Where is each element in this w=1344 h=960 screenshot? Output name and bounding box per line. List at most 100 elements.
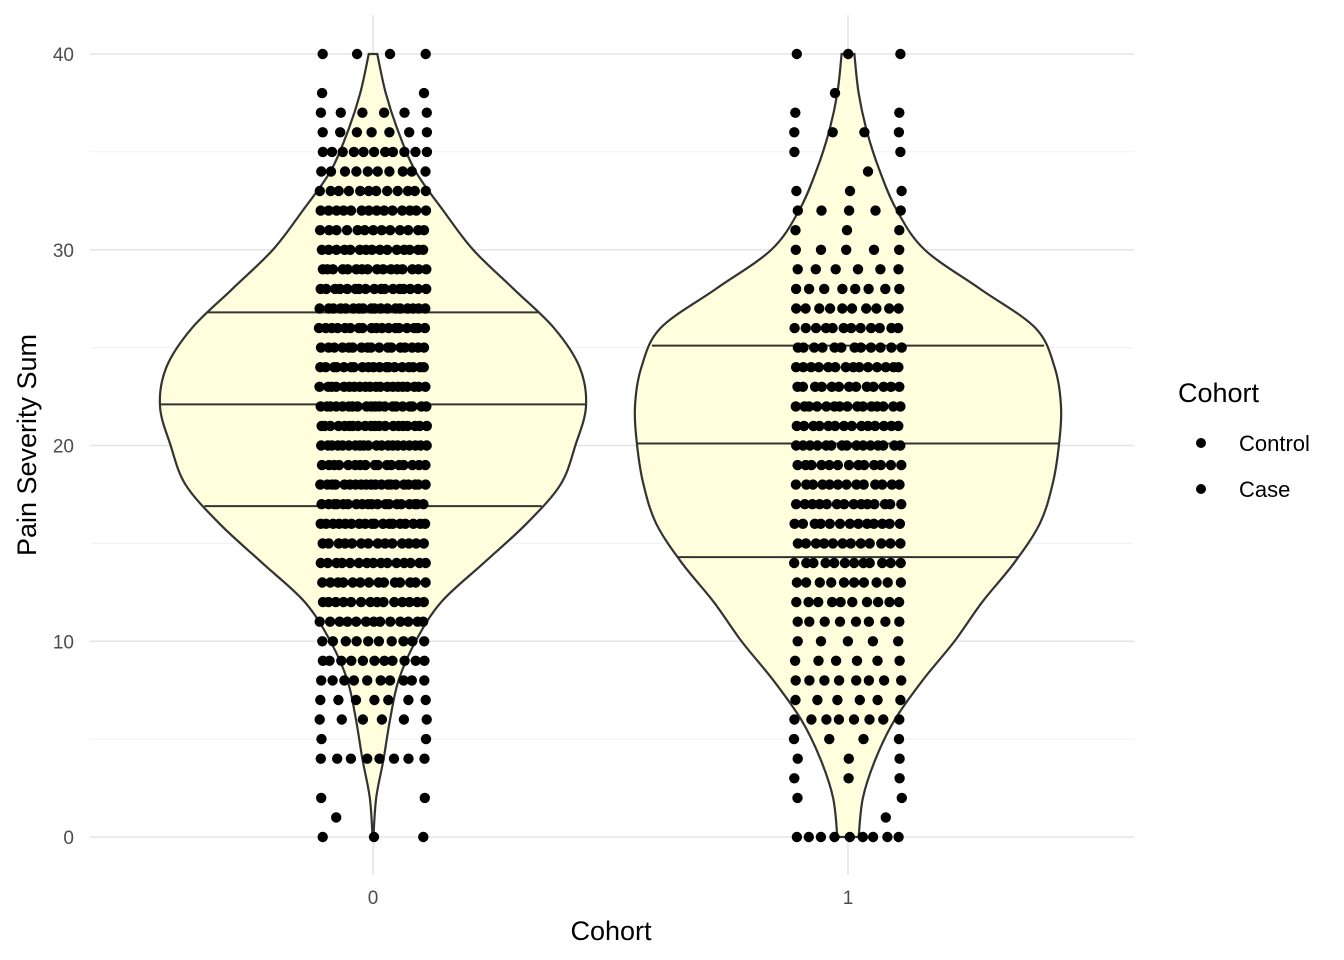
data-point <box>348 362 360 373</box>
data-point <box>339 675 350 686</box>
data-point <box>885 381 897 392</box>
data-point <box>333 185 344 197</box>
data-point <box>858 459 870 471</box>
data-point <box>379 283 390 295</box>
data-point <box>846 322 857 334</box>
data-point <box>394 303 406 314</box>
data-point <box>789 322 800 334</box>
data-point <box>894 479 905 490</box>
data-point <box>847 596 858 608</box>
data-point <box>392 185 403 197</box>
data-point <box>421 264 432 275</box>
data-point <box>315 342 327 353</box>
data-point <box>851 675 862 686</box>
data-point <box>317 127 328 138</box>
data-point <box>878 420 890 432</box>
data-point <box>323 225 335 236</box>
legend-label-control: Control <box>1239 431 1310 456</box>
data-point <box>876 538 887 549</box>
data-point <box>330 479 341 490</box>
data-point <box>378 596 389 608</box>
data-point <box>858 577 870 588</box>
data-point <box>351 166 362 177</box>
data-point <box>841 244 852 255</box>
data-point <box>372 459 384 471</box>
data-point <box>342 283 353 295</box>
data-point <box>420 479 431 490</box>
data-point <box>804 616 815 627</box>
data-point <box>352 401 363 412</box>
data-point <box>851 479 862 490</box>
data-point <box>893 362 904 373</box>
data-point <box>420 694 431 706</box>
data-point <box>417 244 429 255</box>
data-point <box>846 420 857 432</box>
data-point <box>824 733 835 745</box>
data-point <box>330 381 342 392</box>
data-point <box>792 753 803 764</box>
data-point <box>418 342 430 353</box>
data-point <box>346 655 357 666</box>
data-point <box>331 225 342 236</box>
data-point <box>334 616 345 627</box>
data-point <box>359 225 370 236</box>
data-point <box>837 283 848 295</box>
data-point <box>792 264 803 275</box>
data-point <box>797 518 809 529</box>
data-point <box>863 283 874 295</box>
data-point <box>320 362 331 373</box>
data-point <box>335 127 346 138</box>
data-point <box>410 146 421 158</box>
data-point <box>850 283 861 295</box>
data-point <box>894 225 905 236</box>
data-point <box>895 48 906 60</box>
data-point <box>792 205 803 216</box>
data-point <box>371 205 382 216</box>
data-point <box>838 322 849 334</box>
data-point <box>797 381 809 392</box>
data-point <box>829 831 840 843</box>
data-point <box>799 499 810 510</box>
data-point <box>865 322 877 334</box>
data-point <box>357 322 368 334</box>
data-point <box>421 420 432 432</box>
data-point <box>393 322 405 334</box>
data-point <box>814 577 825 588</box>
data-point <box>836 342 847 353</box>
data-point <box>834 616 846 627</box>
data-point <box>398 675 409 686</box>
data-point <box>419 636 430 647</box>
data-point <box>800 303 811 314</box>
data-point <box>372 166 383 177</box>
data-point <box>863 616 875 627</box>
data-point <box>340 636 351 647</box>
data-point <box>351 48 363 60</box>
data-point <box>418 538 429 549</box>
data-point <box>404 127 415 138</box>
data-point <box>413 264 424 275</box>
data-point <box>894 753 905 764</box>
data-point <box>314 185 325 197</box>
data-point <box>386 342 397 353</box>
data-point <box>314 616 325 627</box>
data-point <box>859 127 870 138</box>
data-point <box>330 596 341 608</box>
data-point <box>327 636 339 647</box>
data-point <box>420 381 431 392</box>
data-point <box>378 264 389 275</box>
data-point <box>877 557 888 569</box>
data-point <box>366 127 377 138</box>
data-point <box>806 714 817 725</box>
data-point <box>821 714 832 725</box>
data-point <box>405 557 416 569</box>
data-point <box>833 675 845 686</box>
data-point <box>419 518 431 529</box>
data-point <box>362 753 373 764</box>
data-point <box>863 675 875 686</box>
data-point <box>875 342 886 353</box>
data-point <box>316 166 327 177</box>
data-point <box>894 283 905 295</box>
data-point <box>848 714 860 725</box>
data-point <box>418 831 429 843</box>
